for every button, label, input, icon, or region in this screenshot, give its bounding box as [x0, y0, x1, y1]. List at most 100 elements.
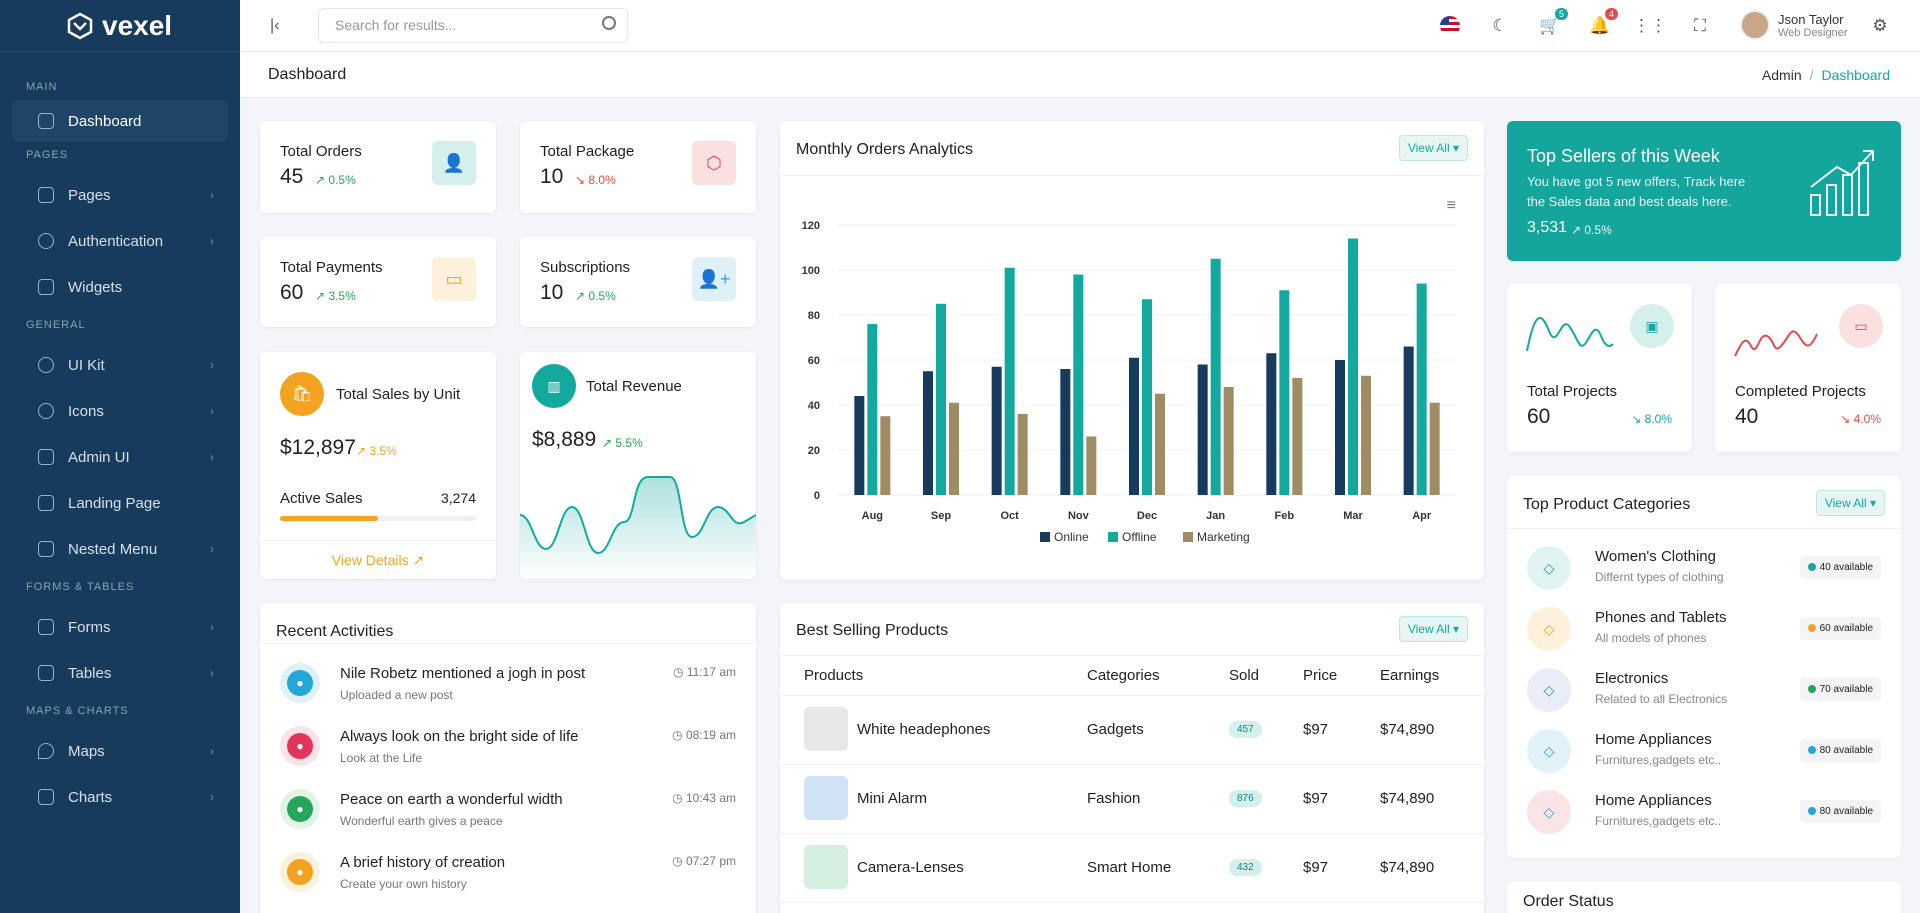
bar-offline: [1004, 267, 1015, 495]
sold-badge: 432: [1229, 859, 1262, 876]
view-all-button[interactable]: View All ▾: [1398, 135, 1468, 161]
table-row[interactable]: Camera-Lenses Smart Home 432 $97 $74,890: [780, 834, 1484, 903]
box-icon: ⬡: [692, 141, 736, 185]
collapse-sidebar-icon[interactable]: |‹: [270, 17, 280, 34]
legend-swatch: [1108, 532, 1118, 542]
sidebar-item-tables[interactable]: Tables ›: [12, 652, 228, 694]
category-name: Electronics: [1595, 670, 1669, 687]
fullscreen-icon[interactable]: ⛶: [1694, 16, 1706, 35]
sidebar-item-ui-kit[interactable]: UI Kit ›: [12, 344, 228, 386]
category-item[interactable]: ◇ Home Appliances Furnitures,gadgets etc…: [1507, 727, 1901, 777]
project-value: 40: [1735, 405, 1759, 428]
project-value: 60: [1527, 405, 1551, 428]
chart-icon: [38, 789, 54, 805]
cart-icon[interactable]: 🛒 5: [1539, 8, 1568, 36]
product-name: Camera-Lenses: [857, 859, 964, 876]
activity-item[interactable]: ● A brief history of creation Create you…: [260, 852, 756, 908]
gear-icon[interactable]: ⚙: [1872, 16, 1888, 35]
product-price: $97: [1303, 721, 1329, 738]
legend-label: Marketing: [1197, 530, 1250, 544]
table-row[interactable]: Mini Alarm Fashion 876 $97 $74,890: [780, 765, 1484, 834]
stat-card-subscriptions: Subscriptions 10 ↗ 0.5% 👤+: [520, 237, 756, 327]
sidebar-item-maps[interactable]: Maps ›: [12, 730, 228, 772]
view-all-button[interactable]: View All ▾: [1398, 616, 1468, 642]
sidebar-item-label: Pages: [68, 186, 111, 204]
category-item[interactable]: ◇ Electronics Related to all Electronics…: [1507, 666, 1901, 716]
bar-offline: [1348, 238, 1358, 495]
search-icon[interactable]: [602, 16, 616, 30]
app-logo[interactable]: vexel: [0, 0, 240, 52]
category-name: Home Appliances: [1595, 792, 1712, 809]
sidebar-item-admin-ui[interactable]: Admin UI ›: [12, 436, 228, 478]
chevron-right-icon: ›: [210, 744, 214, 758]
sidebar-item-label: Charts: [68, 788, 113, 806]
sidebar-item-icons[interactable]: Icons ›: [12, 390, 228, 432]
bell-icon[interactable]: 🔔 4: [1589, 8, 1618, 36]
vexel-logo-icon: [67, 12, 93, 39]
stat-card-total-orders: Total Orders 45 ↗ 0.5% 👤: [260, 121, 496, 213]
breadcrumb-root[interactable]: Admin: [1761, 67, 1802, 83]
table-row[interactable]: White headephones Gadgets 457 $97 $74,89…: [780, 696, 1484, 765]
clock-icon: ◷: [672, 791, 683, 805]
activity-subtitle: Wonderful earth gives a peace: [340, 814, 503, 828]
chevron-right-icon: ›: [210, 450, 214, 464]
activity-item[interactable]: ● Always look on the bright side of life…: [260, 726, 756, 782]
bar-offline: [1279, 290, 1290, 495]
user-name: Json Taylor: [1778, 11, 1844, 27]
card-title: Recent Activities: [276, 623, 394, 640]
sellers-value: 3,531: [1527, 219, 1568, 236]
credit-card-icon: ▭: [432, 257, 476, 301]
activity-item[interactable]: ● Peace on earth a wonderful width Wonde…: [260, 789, 756, 845]
chart-menu-icon[interactable]: ≡: [1446, 197, 1456, 214]
sellers-change: ↗ 0.5%: [1571, 223, 1612, 237]
x-tick-label: Feb: [1275, 510, 1295, 522]
sidebar-item-nested-menu[interactable]: Nested Menu ›: [12, 528, 228, 570]
activity-item[interactable]: ● Nile Robetz mentioned a jogh in post U…: [260, 663, 756, 719]
us-flag-icon[interactable]: [1440, 16, 1460, 36]
y-tick-label: 100: [802, 265, 820, 277]
activity-icon: ●: [280, 663, 320, 703]
card-title: Order Status: [1523, 893, 1614, 910]
apps-grid-icon[interactable]: ⋮⋮: [1633, 16, 1667, 35]
bar-offline: [1073, 274, 1084, 495]
activity-title: Nile Robetz mentioned a jogh in post: [340, 665, 586, 682]
stat-value: 10: [540, 165, 564, 188]
y-tick-label: 80: [808, 310, 820, 322]
sidebar-item-pages[interactable]: Pages ›: [12, 174, 228, 216]
sidebar-item-widgets[interactable]: Widgets: [12, 266, 228, 308]
sidebar-item-label: Widgets: [68, 278, 123, 296]
availability-badge: 80 available: [1799, 739, 1881, 762]
stat-change: ↗ 0.5%: [315, 173, 356, 187]
card-title: Total Sales by Unit: [336, 386, 461, 403]
sidebar-item-forms[interactable]: Forms ›: [12, 606, 228, 648]
view-details-link[interactable]: View Details ↗: [331, 552, 425, 568]
category-item[interactable]: ◇ Women's Clothing Differnt types of clo…: [1507, 544, 1901, 594]
search-input[interactable]: Search for results...: [318, 8, 628, 43]
clock-icon: ◷: [672, 728, 683, 742]
sales-value: $12,897: [280, 436, 356, 459]
sidebar-item-charts[interactable]: Charts ›: [12, 776, 228, 818]
chevron-right-icon: ›: [210, 542, 214, 556]
y-tick-label: 120: [802, 220, 820, 232]
breadcrumb-current: Dashboard: [1821, 67, 1891, 83]
sidebar-item-authentication[interactable]: Authentication ›: [12, 220, 228, 262]
info-icon: [38, 233, 54, 249]
category-desc: Furnitures,gadgets etc..: [1595, 753, 1722, 767]
bar-online: [1403, 346, 1414, 495]
category-item[interactable]: ◇ Home Appliances Furnitures,gadgets etc…: [1507, 788, 1901, 838]
sidebar-item-landing-page[interactable]: Landing Page: [12, 482, 228, 524]
sales-by-unit-card: 🛍 Total Sales by Unit $12,897 ↗ 3.5% Act…: [260, 352, 496, 579]
category-icon: ◇: [1527, 668, 1571, 712]
page-title: Dashboard: [268, 66, 347, 83]
card-title: Best Selling Products: [796, 622, 949, 639]
column-header: Earnings: [1380, 667, 1440, 684]
sidebar-item-dashboard[interactable]: Dashboard: [12, 100, 228, 142]
user-menu[interactable]: Json Taylor Web Designer: [1740, 10, 1848, 40]
document-icon: [38, 619, 54, 635]
product-name: Mini Alarm: [857, 790, 928, 807]
clock-icon: ◷: [672, 854, 683, 868]
view-all-button[interactable]: View All ▾: [1815, 490, 1885, 516]
active-sales-progress: [280, 516, 476, 521]
category-item[interactable]: ◇ Phones and Tablets All models of phone…: [1507, 605, 1901, 655]
moon-icon[interactable]: ☾: [1492, 16, 1508, 35]
